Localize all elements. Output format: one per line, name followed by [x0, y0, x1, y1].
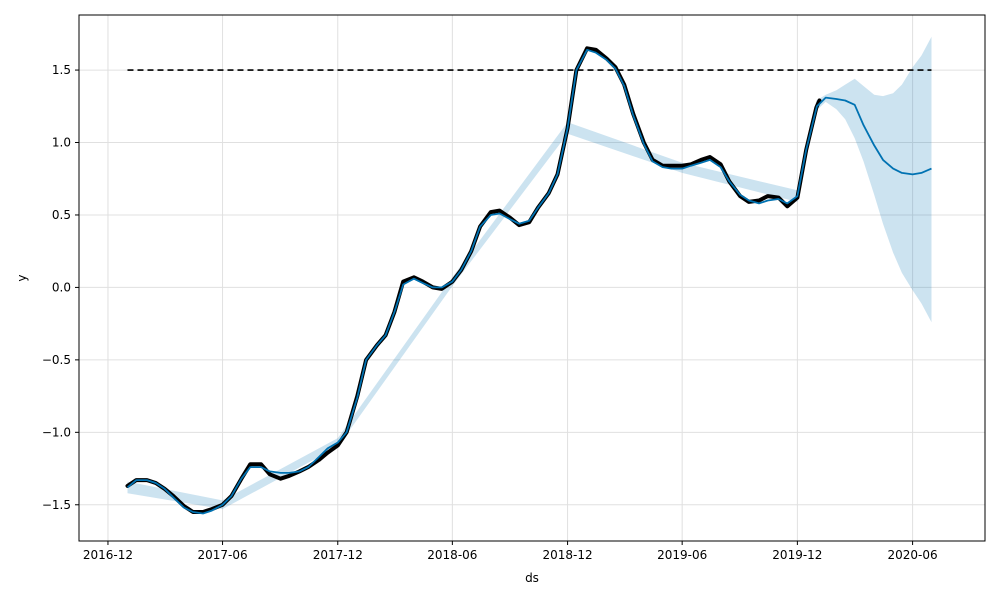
y-tick-label: 1.0	[52, 136, 71, 150]
y-axis-label: y	[15, 274, 29, 281]
x-tick-label: 2016-12	[83, 548, 133, 562]
y-tick-label: 1.5	[52, 63, 71, 77]
x-tick-label: 2019-12	[772, 548, 822, 562]
y-tick-label: 0.5	[52, 208, 71, 222]
forecast-line	[126, 48, 932, 515]
x-tick-label: 2018-12	[543, 548, 593, 562]
x-axis-ticks: 2016-12 2017-06 2017-12 2018-06 2018-12 2019-…	[83, 541, 938, 562]
y-tick-label: 0.0	[52, 280, 71, 294]
x-tick-label: 2017-06	[197, 548, 247, 562]
x-tick-label: 2020-06	[888, 548, 938, 562]
x-axis-label: ds	[525, 571, 539, 585]
x-tick-label: 2017-12	[313, 548, 363, 562]
uncertainty-interval-band	[127, 36, 932, 510]
y-tick-label: −0.5	[42, 353, 71, 367]
x-tick-label: 2019-06	[657, 548, 707, 562]
y-tick-label: −1.5	[42, 498, 71, 512]
y-tick-label: −1.0	[42, 425, 71, 439]
y-axis-ticks: −1.5 −1.0 −0.5 0.0 0.5 1.0 1.5	[42, 63, 79, 512]
x-tick-label: 2018-06	[427, 548, 477, 562]
plot-frame	[78, 14, 986, 542]
